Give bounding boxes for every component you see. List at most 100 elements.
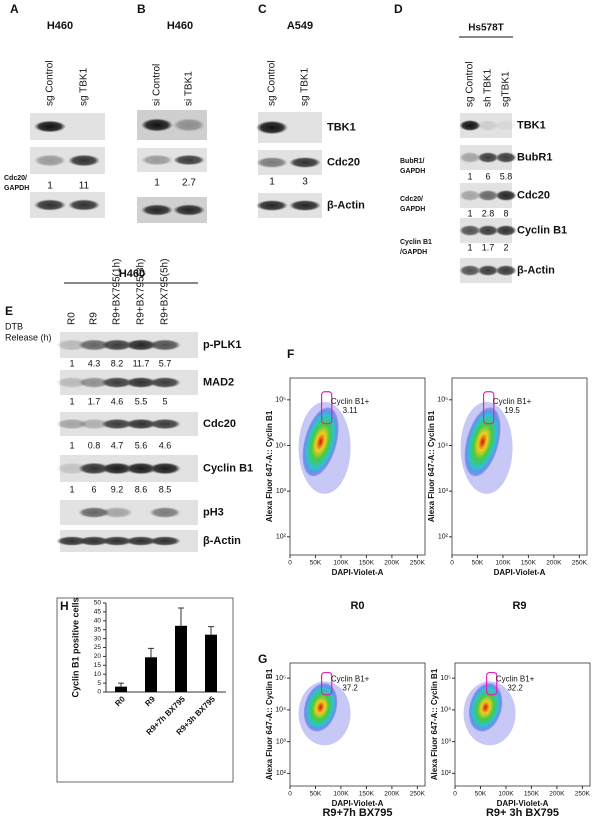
- x-tick-label: R0: [113, 694, 127, 708]
- quant-value: 2: [503, 242, 508, 252]
- band: [149, 377, 181, 388]
- band: [495, 152, 517, 163]
- band: [68, 154, 100, 167]
- y-axis-label: Alexa Fluor 647-A:: Cyclin B1: [430, 668, 439, 780]
- panel-label: E: [5, 304, 13, 318]
- y-axis-label: Alexa Fluor 647-A:: Cyclin B1: [427, 410, 436, 522]
- quant-value: 1: [154, 178, 160, 189]
- band: [125, 536, 157, 546]
- band: [495, 120, 517, 131]
- y-tick-label: 10⁵: [275, 675, 286, 682]
- lane-label: si Control: [152, 64, 163, 106]
- quant-label: Cyclin B1: [400, 239, 432, 246]
- y-tick-label: 10⁴: [275, 442, 286, 449]
- x-tick-label: 100K: [495, 560, 511, 567]
- band: [149, 507, 181, 518]
- band: [459, 265, 481, 276]
- gate-label: Cyclin B1+: [331, 675, 370, 684]
- x-tick-label: 250K: [410, 560, 426, 567]
- x-tick-label: 150K: [524, 791, 540, 798]
- quant-value: 1: [269, 177, 275, 188]
- quant-value: 5.8: [500, 171, 513, 181]
- band: [141, 204, 173, 216]
- y-axis-label: Cyclin B1 positive cells: [70, 597, 80, 697]
- x-tick-label: 150K: [521, 560, 537, 567]
- y-tick-label: 10⁴: [440, 707, 451, 714]
- blot-label: Cdc20: [517, 189, 550, 201]
- band: [101, 377, 133, 388]
- x-tick-label: 200K: [384, 791, 400, 798]
- quant-label: Cdc20/: [400, 196, 423, 203]
- band: [78, 377, 110, 388]
- lane-label: R9: [89, 312, 100, 325]
- band: [56, 339, 88, 351]
- blot-label: Cyclin B1: [203, 462, 253, 474]
- y-axis-label: Alexa Fluor 647-A:: Cyclin B1: [265, 410, 274, 522]
- lane-label: si TBK1: [184, 71, 195, 106]
- error-bar: [118, 682, 124, 687]
- panel-label: B: [137, 2, 146, 16]
- quant-value: 8: [503, 208, 508, 218]
- plot-caption: R9+7h BX795: [322, 807, 392, 819]
- quant-value: 4.7: [111, 440, 124, 450]
- y-tick-label: 0: [97, 689, 101, 696]
- quant-value: 0.8: [88, 440, 101, 450]
- lane-label: R9+BX795(1h): [112, 259, 123, 325]
- y-tick-label: 10²: [276, 770, 287, 777]
- lane-label: sgTBK1: [501, 71, 512, 107]
- quant-value: 5: [162, 396, 167, 406]
- lane-label: sg Control: [465, 61, 476, 107]
- blot-label: β-Actin: [203, 535, 241, 547]
- quant-value: 1: [69, 484, 74, 494]
- gate-value: 19.5: [504, 406, 520, 415]
- band: [34, 199, 66, 211]
- bar: [175, 625, 187, 692]
- y-tick-label: 10²: [441, 770, 452, 777]
- quant-value: 8.6: [135, 484, 148, 494]
- x-tick-label: 50K: [475, 791, 487, 798]
- band: [477, 225, 499, 236]
- blot-label: BubR1: [517, 151, 552, 163]
- band: [78, 418, 110, 430]
- x-tick-label: 0: [288, 791, 292, 798]
- quant-value: 1: [47, 181, 53, 192]
- band: [141, 118, 173, 132]
- band: [78, 339, 110, 351]
- y-tick-label: 50: [94, 600, 102, 607]
- band: [125, 462, 157, 475]
- quant-value: 1: [467, 242, 472, 252]
- panel-label: C: [258, 2, 267, 16]
- x-tick-label: 50K: [472, 560, 484, 567]
- plot-caption: R9: [512, 600, 526, 612]
- y-tick-label: 15: [94, 662, 102, 669]
- lane-label: R9+BX795(3h): [136, 259, 147, 325]
- band: [256, 200, 288, 211]
- band: [173, 154, 205, 166]
- x-axis-label: DAPI-Violet-A: [332, 799, 384, 808]
- band: [78, 536, 110, 546]
- band: [34, 154, 66, 167]
- x-tick-label: 100K: [498, 791, 514, 798]
- cell-cloud: [302, 407, 339, 477]
- x-tick-label: 150K: [359, 560, 375, 567]
- gate: [320, 391, 333, 425]
- blot-label: TBK1: [517, 119, 546, 131]
- band: [477, 265, 499, 276]
- bar: [205, 634, 217, 692]
- band: [34, 120, 66, 133]
- band: [101, 536, 133, 546]
- quant-value: 9.2: [111, 484, 124, 494]
- quant-value: 8.5: [159, 484, 172, 494]
- y-tick-label: 10⁴: [275, 707, 286, 714]
- quant-label: GAPDH: [400, 168, 425, 175]
- band: [477, 152, 499, 163]
- gate: [320, 671, 333, 696]
- blot-label: Cyclin B1: [517, 224, 567, 236]
- cell-cloud: [464, 407, 501, 477]
- x-tick-label: 50K: [310, 560, 322, 567]
- quant-label: /GAPDH: [400, 249, 427, 256]
- quant-value: 2.7: [182, 178, 196, 189]
- quant-label: BubR1/: [400, 158, 425, 165]
- row-label: DTB: [5, 321, 23, 331]
- y-tick-label: 40: [94, 618, 102, 625]
